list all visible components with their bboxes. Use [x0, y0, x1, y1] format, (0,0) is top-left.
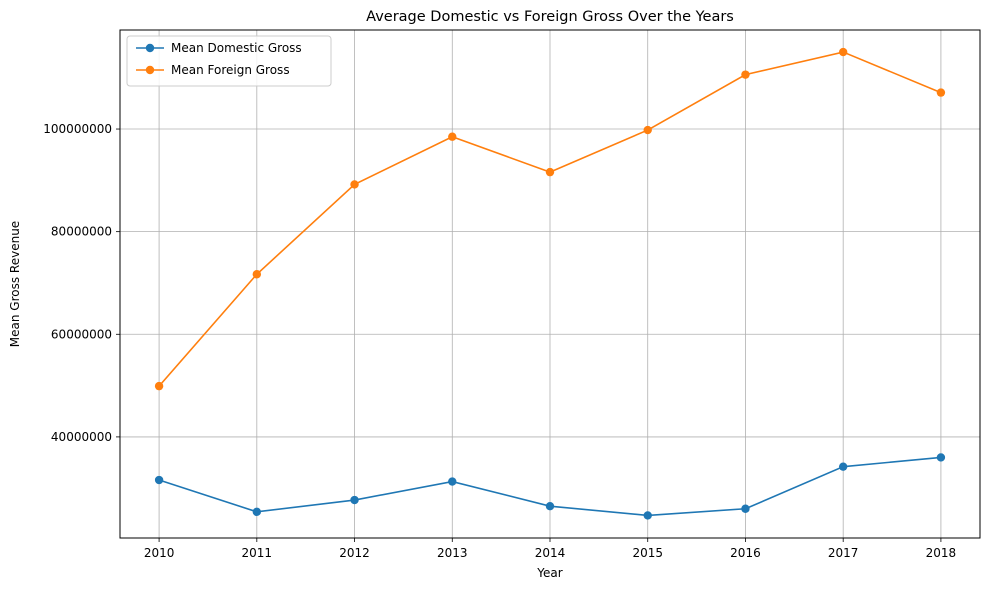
- data-point: [154, 381, 164, 391]
- x-tick-label: 2013: [437, 546, 468, 560]
- grid-lines: [120, 30, 980, 538]
- legend: Mean Domestic Gross Mean Foreign Gross: [126, 35, 332, 87]
- x-tick-label: 2010: [144, 546, 175, 560]
- chart-title: Average Domestic vs Foreign Gross Over t…: [366, 9, 734, 25]
- x-tick-label: 2014: [535, 546, 566, 560]
- data-point: [838, 462, 848, 471]
- y-tick-label: 100000000: [43, 122, 112, 136]
- x-axis: 2010 2011 2012 2013 2014 2015 2016 2017 2018: [144, 538, 956, 560]
- data-point: [741, 504, 750, 513]
- x-axis-label: Year: [536, 566, 562, 580]
- x-tick-label: 2017: [828, 546, 859, 560]
- data-point: [252, 270, 262, 279]
- x-tick-label: 2018: [926, 546, 957, 560]
- y-tick-label: 40000000: [51, 430, 112, 444]
- x-tick-label: 2012: [339, 546, 370, 560]
- data-point: [350, 495, 359, 505]
- y-axis-label: Mean Gross Revenue: [8, 221, 22, 347]
- data-point: [350, 180, 359, 189]
- data-point: [545, 167, 555, 177]
- legend-box: [126, 35, 332, 87]
- x-tick-label: 2016: [730, 546, 761, 560]
- series-foreign: [154, 47, 946, 391]
- data-point: [154, 475, 164, 485]
- legend-item: Mean Domestic Gross: [136, 41, 302, 55]
- y-tick-label: 80000000: [51, 225, 112, 239]
- data-point: [545, 501, 555, 511]
- data-point: [252, 507, 262, 517]
- data-point: [936, 453, 946, 462]
- legend-item: Mean Foreign Gross: [136, 63, 290, 77]
- y-tick-label: 60000000: [51, 327, 112, 341]
- x-tick-label: 2015: [632, 546, 663, 560]
- data-point: [448, 132, 457, 141]
- legend-label: Mean Foreign Gross: [171, 63, 290, 77]
- data-point: [741, 70, 750, 79]
- data-point: [643, 511, 652, 520]
- data-point: [643, 125, 652, 135]
- series-layer: [154, 47, 946, 520]
- data-point: [448, 477, 457, 486]
- data-point: [936, 88, 946, 97]
- series-domestic: [154, 453, 946, 520]
- legend-label: Mean Domestic Gross: [171, 41, 302, 55]
- legend-marker: [145, 43, 155, 53]
- y-axis: 40000000 60000000 80000000 100000000: [43, 122, 120, 444]
- legend-marker: [145, 65, 155, 75]
- x-tick-label: 2011: [242, 546, 273, 560]
- data-point: [838, 47, 848, 57]
